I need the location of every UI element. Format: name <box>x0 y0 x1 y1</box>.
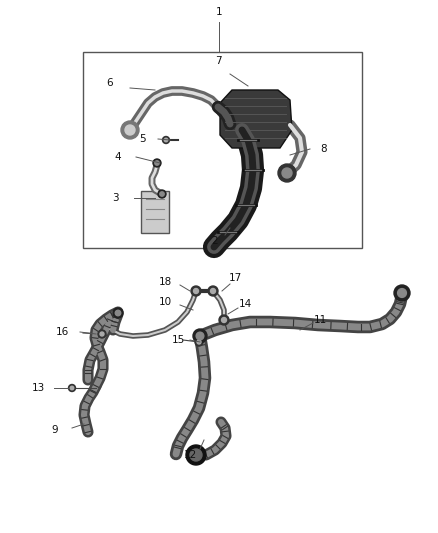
Text: 13: 13 <box>32 383 45 393</box>
Text: 2: 2 <box>212 236 218 246</box>
Circle shape <box>70 386 74 390</box>
Circle shape <box>193 329 207 343</box>
Text: 15: 15 <box>171 335 185 345</box>
Polygon shape <box>220 90 292 148</box>
Circle shape <box>121 121 139 139</box>
Circle shape <box>278 164 296 182</box>
Circle shape <box>158 190 166 198</box>
Text: 4: 4 <box>115 152 121 162</box>
Text: 10: 10 <box>159 297 172 307</box>
Circle shape <box>208 286 218 296</box>
Circle shape <box>191 286 201 296</box>
Text: 5: 5 <box>140 134 146 144</box>
Circle shape <box>68 384 75 392</box>
Circle shape <box>155 161 159 165</box>
Circle shape <box>113 308 123 318</box>
Text: 9: 9 <box>52 425 58 435</box>
Text: 3: 3 <box>112 193 118 203</box>
Bar <box>83 52 362 248</box>
Circle shape <box>194 288 198 294</box>
Circle shape <box>195 338 203 346</box>
Text: 16: 16 <box>55 327 69 337</box>
Circle shape <box>398 288 406 297</box>
Circle shape <box>100 332 104 336</box>
Circle shape <box>190 449 202 461</box>
Circle shape <box>196 332 204 340</box>
Circle shape <box>98 330 106 338</box>
Circle shape <box>197 340 201 344</box>
FancyBboxPatch shape <box>141 191 169 233</box>
Text: 17: 17 <box>228 273 242 283</box>
Circle shape <box>164 138 168 142</box>
Text: 1: 1 <box>215 7 223 17</box>
Text: 14: 14 <box>238 299 251 309</box>
Text: 18: 18 <box>159 277 172 287</box>
Circle shape <box>115 310 121 316</box>
Circle shape <box>211 288 215 294</box>
Circle shape <box>219 315 229 325</box>
Circle shape <box>394 285 410 301</box>
Text: 7: 7 <box>215 56 221 66</box>
Text: 6: 6 <box>107 78 113 88</box>
Text: 8: 8 <box>321 144 327 154</box>
Circle shape <box>186 445 206 465</box>
Text: 11: 11 <box>313 315 327 325</box>
Circle shape <box>125 125 135 135</box>
Circle shape <box>153 159 161 167</box>
Circle shape <box>160 192 164 196</box>
Circle shape <box>222 318 226 322</box>
Circle shape <box>162 136 170 143</box>
Text: 12: 12 <box>184 450 197 460</box>
Circle shape <box>282 168 292 178</box>
